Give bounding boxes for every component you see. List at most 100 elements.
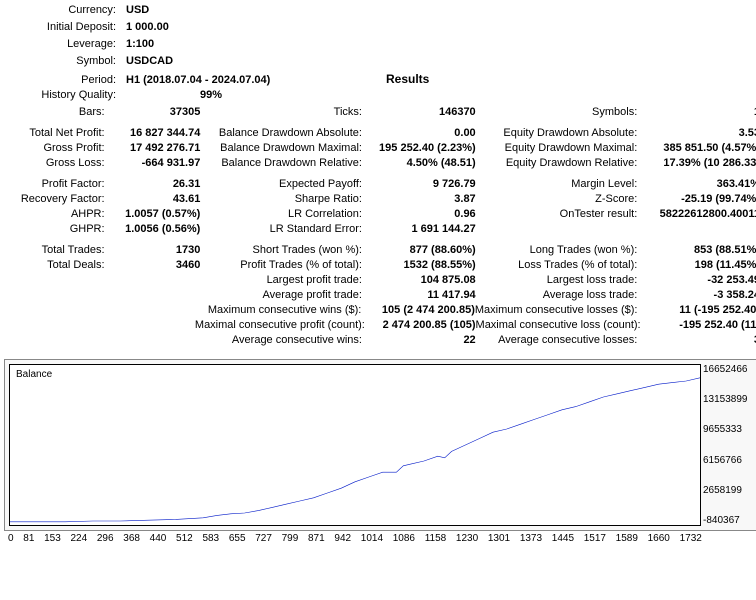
bars-value: 37305 — [111, 106, 201, 118]
x-tick: 153 — [44, 533, 61, 544]
stat-label: Expected Payoff: — [200, 178, 368, 190]
stat-value: 9 726.79 — [368, 178, 476, 190]
symbol-label: Symbol: — [4, 55, 122, 67]
bars-label: Bars: — [4, 106, 111, 118]
stat-label: Margin Level: — [476, 178, 644, 190]
stat-value: 0.00 — [368, 127, 476, 139]
ticks-value: 146370 — [368, 106, 476, 118]
x-tick: 512 — [176, 533, 193, 544]
stat-label: Average profit trade: — [200, 289, 368, 301]
x-tick: 0 — [8, 533, 14, 544]
x-tick: 583 — [202, 533, 219, 544]
x-tick: 81 — [23, 533, 34, 544]
stat-value: 1 691 144.27 — [368, 223, 476, 235]
x-tick: 1660 — [648, 533, 670, 544]
stat-value: 195 252.40 (2.23%) — [368, 142, 476, 154]
x-tick: 727 — [255, 533, 272, 544]
stat-label: AHPR: — [4, 208, 111, 220]
stat-value: 17 492 276.71 — [111, 142, 201, 154]
balance-chart: Balance 16652466131538999655333615676626… — [4, 359, 756, 531]
x-tick: 1086 — [393, 533, 415, 544]
stat-value: 17.39% (10 286.33) — [643, 157, 756, 169]
ticks-label: Ticks: — [200, 106, 368, 118]
y-tick: 9655333 — [703, 424, 756, 435]
y-tick: -840367 — [703, 515, 756, 526]
stat-label: LR Standard Error: — [200, 223, 368, 235]
stat-value: 0.96 — [368, 208, 476, 220]
stat-value: -195 252.40 (11) — [647, 319, 756, 331]
stat-label: Maximal consecutive loss (count): — [476, 319, 647, 331]
stat-value: -664 931.97 — [111, 157, 201, 169]
stat-label: Sharpe Ratio: — [200, 193, 368, 205]
stat-label: Balance Drawdown Relative: — [200, 157, 368, 169]
stat-value: 3 — [643, 334, 756, 346]
deposit-label: Initial Deposit: — [4, 21, 122, 33]
y-tick: 16652466 — [703, 364, 756, 375]
stat-value: 4.50% (48.51) — [368, 157, 476, 169]
balance-line — [10, 365, 700, 525]
x-tick: 942 — [334, 533, 351, 544]
stat-label: Total Net Profit: — [4, 127, 111, 139]
currency-value: USD — [122, 4, 149, 16]
chart-plot-area: Balance — [9, 364, 701, 526]
stat-value: 1.0057 (0.57%) — [111, 208, 201, 220]
stat-value: 43.61 — [111, 193, 201, 205]
x-tick: 1445 — [552, 533, 574, 544]
stat-label: Profit Trades (% of total): — [200, 259, 368, 271]
stat-label: Maximum consecutive losses ($): — [475, 304, 644, 316]
histq-label: History Quality: — [4, 89, 122, 101]
stat-label: GHPR: — [4, 223, 111, 235]
stat-value: 3460 — [111, 259, 201, 271]
x-tick: 1014 — [361, 533, 383, 544]
period-label: Period: — [4, 74, 122, 86]
stat-label: Total Deals: — [4, 259, 111, 271]
x-tick: 799 — [282, 533, 299, 544]
stat-label: Z-Score: — [476, 193, 644, 205]
stat-value: -32 253.49 — [643, 274, 756, 286]
x-tick: 1373 — [520, 533, 542, 544]
stat-label: OnTester result: — [476, 208, 644, 220]
x-axis-ticks: 0811532242963684405125836557277998719421… — [4, 533, 756, 544]
stat-value: 105 (2 474 200.85) — [367, 304, 475, 316]
leverage-label: Leverage: — [4, 38, 122, 50]
stat-value: 104 875.08 — [368, 274, 476, 286]
y-axis-ticks: 1665246613153899965533361567662658199-84… — [703, 364, 756, 526]
period-value: H1 (2018.07.04 - 2024.07.04) — [122, 74, 346, 86]
stat-value: 853 (88.51%) — [643, 244, 756, 256]
deposit-value: 1 000.00 — [122, 21, 169, 33]
stat-label: Profit Factor: — [4, 178, 111, 190]
symbols-value: 1 — [643, 106, 756, 118]
stat-label: Gross Loss: — [4, 157, 111, 169]
x-tick: 655 — [229, 533, 246, 544]
symbol-value: USDCAD — [122, 55, 173, 67]
x-tick: 440 — [150, 533, 167, 544]
stat-label: Recovery Factor: — [4, 193, 111, 205]
x-tick: 1517 — [584, 533, 606, 544]
stat-label: Loss Trades (% of total): — [476, 259, 644, 271]
stat-value: 11 (-195 252.40) — [643, 304, 756, 316]
stat-value: 26.31 — [111, 178, 201, 190]
stat-value: 1.0056 (0.56%) — [111, 223, 201, 235]
x-tick: 871 — [308, 533, 325, 544]
y-tick: 2658199 — [703, 485, 756, 496]
stat-value: 58222612800.40011 — [643, 208, 756, 220]
results-title: Results — [386, 72, 429, 86]
stat-value: 363.41% — [643, 178, 756, 190]
stat-label: Average loss trade: — [476, 289, 644, 301]
stat-label: Maximal consecutive profit (count): — [195, 319, 371, 331]
stat-value: 385 851.50 (4.57%) — [643, 142, 756, 154]
stat-label: Total Trades: — [4, 244, 111, 256]
currency-label: Currency: — [4, 4, 122, 16]
stat-label: Long Trades (won %): — [476, 244, 644, 256]
stat-label: Largest loss trade: — [476, 274, 644, 286]
stat-value: 3.53 — [643, 127, 756, 139]
header-block: Currency:USD Initial Deposit:1 000.00 Le… — [4, 4, 756, 121]
stat-label: Largest profit trade: — [200, 274, 368, 286]
histq-value: 99% — [122, 89, 222, 101]
x-tick: 224 — [70, 533, 87, 544]
stat-label: Equity Drawdown Maximal: — [476, 142, 644, 154]
stat-value: 3.87 — [368, 193, 476, 205]
stat-value: 1730 — [111, 244, 201, 256]
x-tick: 1589 — [616, 533, 638, 544]
stat-label: Equity Drawdown Absolute: — [476, 127, 644, 139]
